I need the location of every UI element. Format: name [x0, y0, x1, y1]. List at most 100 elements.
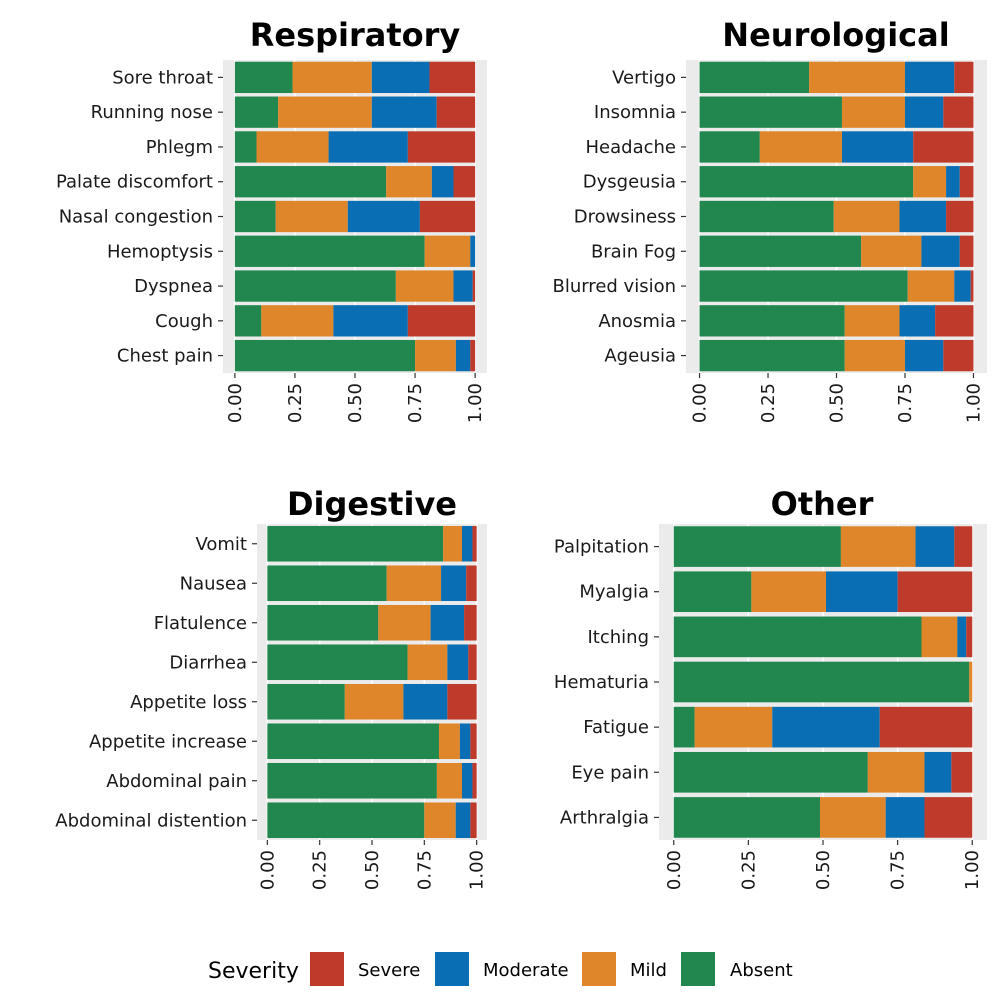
bar-segment-moderate — [899, 200, 947, 233]
bar-segment-mild — [907, 270, 955, 302]
bar-segment-absent — [267, 802, 425, 839]
category-label: Nasal congestion — [59, 207, 213, 228]
bar-segment-absent — [267, 723, 439, 760]
bar-segment-absent — [673, 751, 868, 793]
bar-segment-mild — [841, 96, 905, 128]
bar-segment-absent — [699, 270, 908, 302]
category-label: Vomit — [195, 534, 247, 555]
bar-segment-severe — [470, 339, 476, 372]
bar-segment-absent — [234, 61, 293, 94]
bar-segment-absent — [267, 644, 408, 681]
bar-segment-severe — [924, 797, 973, 838]
category-label: Hematuria — [554, 672, 649, 693]
bar-segment-severe — [935, 305, 974, 337]
x-tick-label: 0.25 — [758, 383, 779, 423]
bar-segment-moderate — [470, 235, 476, 267]
bar-segment-mild — [395, 270, 454, 302]
bar-segment-moderate — [333, 305, 408, 337]
bar-segment-moderate — [899, 305, 936, 337]
bar-segment-absent — [234, 200, 276, 233]
bar-segment-severe — [959, 235, 974, 267]
bar-segment-absent — [267, 525, 444, 562]
bar-segment-mild — [386, 166, 432, 198]
bar-segment-moderate — [885, 797, 925, 838]
bar-segment-moderate — [954, 270, 971, 302]
bar-segment-mild — [424, 235, 471, 267]
bar-segment-mild — [424, 802, 456, 839]
bar-segment-severe — [472, 525, 477, 562]
legend-label-severe: Severe — [358, 960, 420, 981]
bar-segment-severe — [954, 526, 973, 567]
bar-segment-severe — [879, 706, 973, 748]
bar-segment-mild — [256, 131, 329, 163]
bar-segment-moderate — [347, 200, 420, 233]
x-tick-label: 0.75 — [895, 383, 916, 423]
bar-segment-moderate — [904, 96, 944, 128]
category-label: Ageusia — [604, 346, 676, 367]
bar-segment-absent — [234, 166, 387, 198]
category-label: Dyspnea — [134, 276, 213, 297]
bar-segment-mild — [407, 644, 448, 681]
x-tick-label: 0.75 — [414, 850, 435, 890]
legend-key-severe — [310, 952, 344, 986]
category-label: Abdominal distention — [55, 810, 247, 831]
bar-segment-absent — [267, 565, 387, 602]
category-label: Nausea — [180, 573, 247, 594]
x-tick-label: 1.00 — [465, 383, 486, 423]
bar-segment-severe — [951, 751, 973, 793]
bar-segment-mild — [844, 305, 900, 337]
category-label: Hemoptysis — [107, 241, 213, 262]
bar-segment-absent — [699, 61, 810, 94]
bar-segment-mild — [751, 571, 826, 613]
bar-segment-absent — [234, 270, 396, 302]
bar-segment-moderate — [904, 61, 955, 94]
bar-segment-moderate — [455, 339, 471, 372]
legend: Severity Severe Moderate Mild Absent — [208, 952, 793, 986]
bar-segment-mild — [809, 61, 905, 94]
bar-segment-moderate — [430, 604, 465, 641]
panel-title: Neurological — [722, 16, 949, 54]
bar-segment-moderate — [431, 166, 454, 198]
bar-segment-moderate — [371, 96, 437, 128]
bar-segment-mild — [292, 61, 372, 94]
bar-segment-mild — [415, 339, 456, 372]
panel-digestive: Vomit Nausea Flatulence Diarrhea Appetite lo… — [55, 485, 487, 890]
bar-segment-mild — [861, 235, 922, 267]
bar-segment-moderate — [924, 751, 952, 793]
bar-segment-severe — [436, 96, 476, 128]
bar-segment-moderate — [403, 683, 448, 720]
bar-segment-absent — [267, 762, 437, 799]
bar-segment-absent — [673, 661, 970, 703]
bar-segment-mild — [840, 526, 916, 567]
bar-segment-severe — [954, 61, 974, 94]
bar-segment-severe — [959, 166, 974, 198]
category-label: Diarrhea — [169, 652, 247, 673]
bar-segment-mild — [694, 706, 773, 748]
bar-segment-mild — [759, 131, 842, 163]
bar-segment-moderate — [825, 571, 898, 613]
bar-segment-mild — [820, 797, 886, 838]
bar-segment-absent — [699, 131, 760, 163]
bar-segment-moderate — [453, 270, 473, 302]
bar-segment-mild — [378, 604, 431, 641]
bar-segment-mild — [833, 200, 900, 233]
bar-segment-moderate — [461, 525, 473, 562]
bar-segment-moderate — [441, 565, 467, 602]
bar-segment-absent — [699, 200, 834, 233]
bar-segment-moderate — [772, 706, 880, 748]
bar-segment-absent — [267, 683, 345, 720]
bar-segment-moderate — [946, 166, 960, 198]
bar-segment-moderate — [915, 526, 955, 567]
bar-segment-mild — [921, 616, 958, 658]
x-tick-label: 0.25 — [285, 383, 306, 423]
category-label: Cough — [155, 311, 213, 332]
x-tick-label: 1.00 — [962, 850, 983, 890]
bar-segment-absent — [699, 305, 845, 337]
bar-segment-severe — [943, 339, 974, 372]
bar-segment-moderate — [328, 131, 408, 163]
bar-segment-severe — [419, 200, 476, 233]
category-label: Brain Fog — [591, 241, 676, 262]
category-label: Fatigue — [583, 717, 649, 738]
legend-title: Severity — [208, 959, 299, 984]
category-label: Anosmia — [598, 311, 676, 332]
